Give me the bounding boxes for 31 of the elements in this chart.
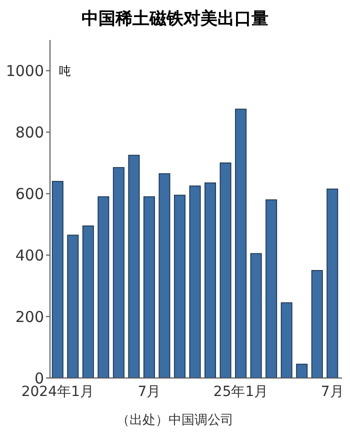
bar xyxy=(158,173,170,378)
bar xyxy=(220,162,232,378)
bar xyxy=(326,188,338,378)
y-tick-label: 1000 xyxy=(6,62,44,80)
bar xyxy=(250,253,262,378)
bar xyxy=(266,199,278,378)
bar xyxy=(189,186,201,378)
y-tick-label: 600 xyxy=(15,184,44,203)
bar xyxy=(52,180,64,378)
bar xyxy=(311,270,323,378)
bar xyxy=(112,167,124,378)
text: （出处）中国调公司 xyxy=(116,413,234,428)
bar xyxy=(82,226,94,378)
chart-title: 中国稀土磁铁对美出口量 xyxy=(82,9,268,29)
x-tick-label: 7月 xyxy=(138,384,161,400)
y-tick-label: 400 xyxy=(15,246,44,264)
x-tick-label: 2024年1月 xyxy=(21,384,94,400)
bar xyxy=(98,196,110,378)
bar xyxy=(280,302,292,378)
bar xyxy=(204,182,216,378)
bar xyxy=(296,364,308,378)
y-tick-label: 200 xyxy=(15,308,44,326)
bar xyxy=(235,108,247,378)
x-tick-label: 7月 xyxy=(320,384,344,400)
x-tick-label: 25年1月 xyxy=(213,384,268,400)
y-tick-label: 800 xyxy=(15,123,44,142)
bar xyxy=(128,154,140,378)
bar xyxy=(143,196,155,378)
bar xyxy=(174,194,186,378)
y-axis-title: 吨 xyxy=(59,64,71,78)
bar xyxy=(67,234,79,378)
